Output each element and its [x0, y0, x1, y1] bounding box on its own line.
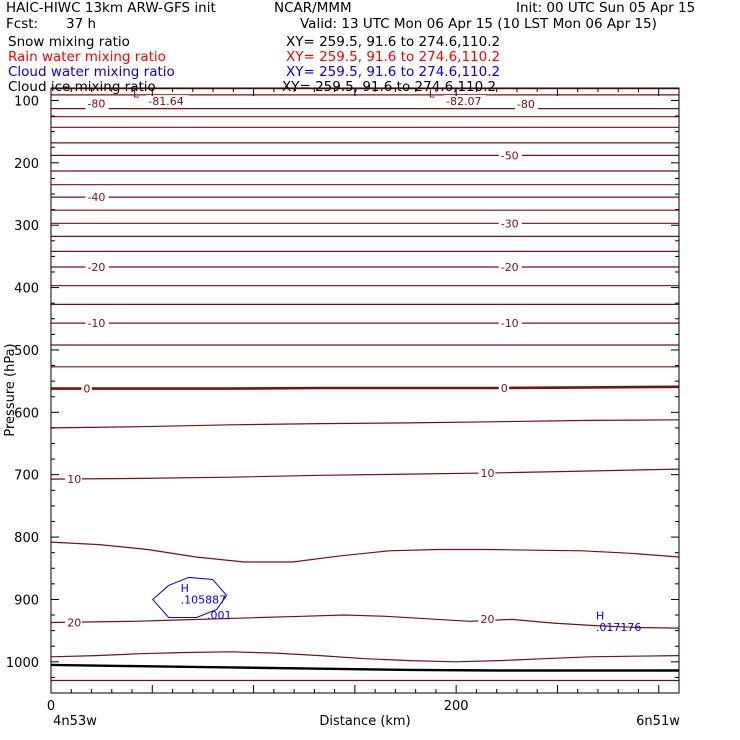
y-tick-label: 900 — [14, 593, 39, 608]
contour-label-bg — [81, 382, 92, 395]
contour-label-bg — [498, 382, 510, 395]
y-tick-label: 1000 — [6, 656, 39, 671]
contour-label-bg — [85, 261, 109, 274]
contour-label-bg — [478, 612, 496, 625]
contour-label: -20 — [87, 261, 105, 274]
contour-label: -80 — [87, 98, 105, 111]
contour-label: -80 — [517, 98, 535, 111]
x-start-label: 4n53w — [53, 714, 97, 729]
contour-line — [51, 651, 679, 663]
contour-label-bg — [498, 217, 522, 230]
contour-label-bg — [498, 261, 522, 274]
contour-label: -81.64 — [148, 95, 183, 108]
contour-label-bg — [514, 98, 539, 111]
y-tick-label: 500 — [14, 344, 39, 359]
contour-label-bg — [146, 95, 189, 108]
high-marker: H — [596, 610, 604, 623]
cloud-water-label: .105887 — [181, 593, 227, 606]
cloud-water-label: .001 — [207, 609, 232, 622]
contour-label-bg — [85, 317, 109, 330]
field-name-rain: Rain water mixing ratio — [8, 49, 166, 65]
contour-label-bg — [478, 466, 496, 479]
contour-label: -50 — [501, 149, 519, 162]
contour-label-bg — [85, 191, 109, 204]
contour-label: -10 — [501, 317, 519, 330]
fcst-label: Fcst: — [6, 16, 39, 32]
init-time: Init: 00 UTC Sun 05 Apr 15 — [516, 0, 696, 16]
freezing-level-line — [51, 385, 679, 390]
contour-label: 20 — [480, 613, 494, 626]
contour-label-bg — [498, 149, 522, 162]
model-title: HAIC-HIWC 13km ARW-GFS init — [6, 0, 216, 16]
field-name-cloud-water: Cloud water mixing ratio — [8, 64, 175, 80]
y-axis-title: Pressure (hPa) — [3, 343, 18, 436]
y-tick-label: 300 — [14, 219, 39, 234]
contour-line — [51, 541, 679, 563]
x-tick-label: 0 — [47, 699, 55, 714]
y-tick-label: 100 — [14, 94, 39, 109]
contour-label: 10 — [67, 473, 81, 486]
valid-time: Valid: 13 UTC Mon 06 Apr 15 (10 LST Mon … — [300, 16, 657, 32]
field-xy-cloud-ice: XY= 259.5, 91.6 to 274.6,110.2 — [282, 79, 497, 95]
y-tick-label: 800 — [14, 531, 39, 546]
org-label: NCAR/MMM — [274, 0, 352, 16]
x-end-label: 6n51w — [636, 714, 680, 729]
contour-label: -30 — [501, 217, 519, 230]
contour-label: 0 — [83, 383, 90, 396]
contour-label-bg — [444, 95, 487, 108]
contour-line — [51, 614, 679, 629]
x-tick-label: 200 — [444, 699, 469, 714]
field-xy-snow: XY= 259.5, 91.6 to 274.6,110.2 — [286, 34, 501, 50]
high-marker: H — [181, 582, 189, 595]
low-marker: L — [429, 88, 436, 101]
contour-label: -10 — [87, 317, 105, 330]
surface-line — [51, 663, 679, 672]
y-tick-label: 200 — [14, 157, 39, 172]
contour-label-bg — [498, 317, 522, 330]
y-tick-label: 600 — [14, 406, 39, 421]
cloud-water-label: .017176 — [596, 621, 642, 634]
contour-label-bg — [85, 97, 109, 110]
contour-label: -40 — [87, 191, 105, 204]
cloud-water-contour — [151, 576, 228, 618]
y-tick-label: 400 — [14, 282, 39, 297]
field-xy-rain: XY= 259.5, 91.6 to 274.6,110.2 — [286, 49, 501, 65]
plot-frame — [50, 87, 680, 694]
contour-line — [51, 419, 679, 429]
y-tick-label: 700 — [14, 469, 39, 484]
contour-line — [51, 468, 679, 480]
contour-label: -82.07 — [446, 95, 481, 108]
fcst-value: 37 h — [66, 16, 97, 32]
low-marker: L — [133, 88, 140, 101]
contour-label-bg — [65, 473, 83, 486]
field-xy-cloud-water: XY= 259.5, 91.6 to 274.6,110.2 — [286, 64, 501, 80]
contour-label-bg — [65, 616, 83, 629]
contour-label: -20 — [501, 261, 519, 274]
contour-label: 20 — [67, 617, 81, 630]
x-axis-title: Distance (km) — [319, 714, 410, 729]
contour-label: 0 — [501, 382, 508, 395]
field-name-snow: Snow mixing ratio — [8, 34, 130, 50]
contour-label: 10 — [480, 467, 494, 480]
